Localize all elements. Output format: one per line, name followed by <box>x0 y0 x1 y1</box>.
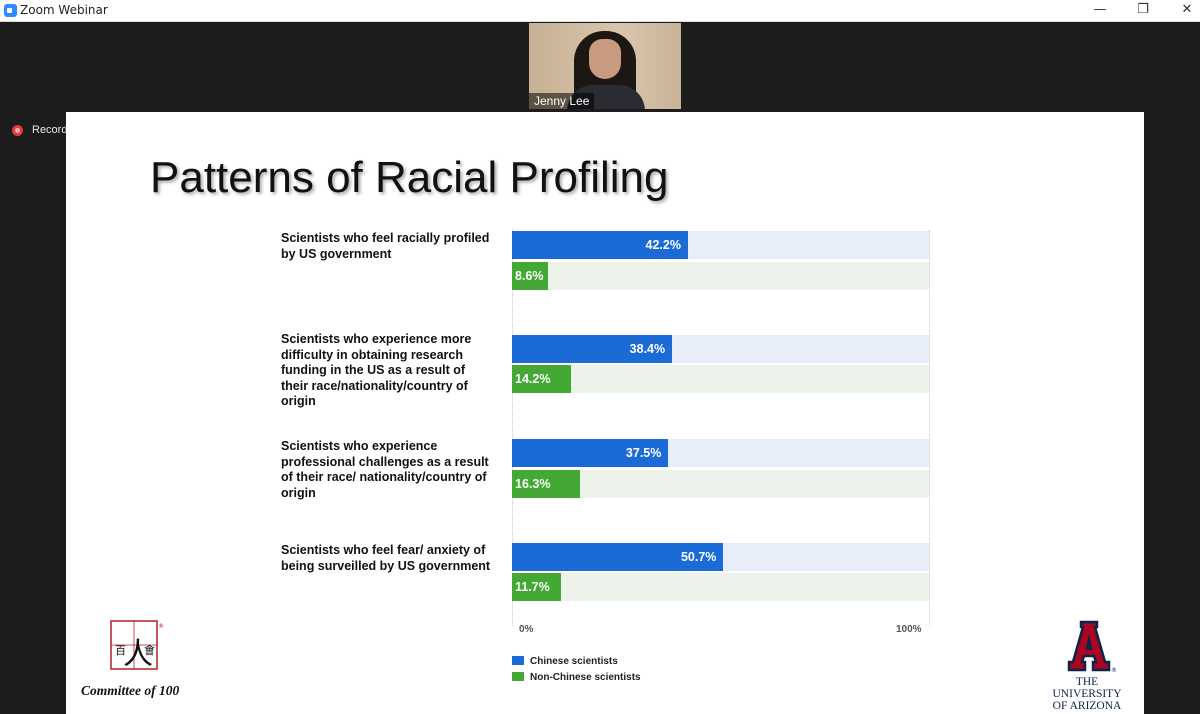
x-tick-label: 0% <box>519 624 534 635</box>
bar-value-label: 42.2% <box>645 238 681 252</box>
bar-value-label: 16.3% <box>515 477 551 491</box>
legend-swatch <box>512 672 524 681</box>
participant-name: Jenny Lee <box>529 93 595 109</box>
legend-nonchinese: Non-Chinese scientists <box>512 672 641 683</box>
bar-nonchinese-1: 8.6% <box>512 262 548 290</box>
row-label-1: Scientists who feel racially profiled by… <box>281 231 490 261</box>
legend-swatch <box>512 656 524 665</box>
committee-of-100-logo: 百 人 會 ® <box>110 620 164 672</box>
bar-chinese-2: 38.4% <box>512 335 673 363</box>
bar-track: 42.2% <box>512 231 929 259</box>
bar-value-label: 38.4% <box>629 342 666 356</box>
bar-nonchinese-2: 14.2% <box>512 365 572 393</box>
logo-glyph-bai: 百 <box>115 644 126 657</box>
bar-track: 16.3% <box>512 470 929 498</box>
title-bar: Zoom Webinar — ❐ ✕ <box>0 0 1200 22</box>
restore-button[interactable]: ❐ <box>1137 2 1149 17</box>
row-label-2: Scientists who experience more difficult… <box>281 332 472 408</box>
row-label-3: Scientists who experience professional c… <box>281 439 489 500</box>
bar-chinese-1: 42.2% <box>512 231 688 259</box>
bar-nonchinese-4: 11.7% <box>512 573 561 601</box>
bar-value-label: 14.2% <box>515 372 551 386</box>
bar-track: 38.4% <box>512 335 929 363</box>
logo-glyph-ren: 人 <box>123 637 153 672</box>
recording-label: Record <box>32 124 68 136</box>
x-tick-label: 100% <box>896 624 922 635</box>
university-line-2: OF ARIZONA <box>1052 700 1122 712</box>
participant-face <box>589 39 621 79</box>
bar-chinese-4: 50.7% <box>512 543 724 571</box>
shared-slide: Patterns of Racial Profiling Scientists … <box>66 112 1144 714</box>
bar-track: 11.7% <box>512 573 929 601</box>
university-line-1: THE UNIVERSITY <box>1052 676 1122 700</box>
bar-value-label: 8.6% <box>515 269 544 283</box>
university-name: THE UNIVERSITY OF ARIZONA <box>1042 676 1132 712</box>
slide-title: Patterns of Racial Profiling <box>150 153 669 202</box>
bar-value-label: 37.5% <box>625 446 662 460</box>
registered-mark: ® <box>158 623 164 630</box>
legend-chinese: Chinese scientists <box>512 656 618 667</box>
bar-track: 8.6% <box>512 262 929 290</box>
committee-of-100-text: Committee of 100 <box>81 683 180 698</box>
university-of-arizona-logo: ® <box>1067 620 1117 674</box>
zoom-app-icon <box>4 4 17 17</box>
bar-track: 14.2% <box>512 365 929 393</box>
participant-video[interactable]: Jenny Lee <box>529 23 681 109</box>
legend-label: Chinese scientists <box>530 656 618 667</box>
registered-mark: ® <box>1111 667 1117 674</box>
bar-value-label: 11.7% <box>515 580 550 594</box>
axis-line-zero <box>512 230 513 626</box>
bar-value-label: 50.7% <box>680 550 717 564</box>
row-label-4: Scientists who feel fear/ anxiety of bei… <box>281 543 491 573</box>
bar-chinese-3: 37.5% <box>512 439 669 467</box>
minimize-button[interactable]: — <box>1093 2 1107 17</box>
bar-nonchinese-3: 16.3% <box>512 470 580 498</box>
record-icon <box>12 125 23 136</box>
bar-track: 37.5% <box>512 439 929 467</box>
window-title: Zoom Webinar <box>20 3 108 17</box>
close-button[interactable]: ✕ <box>1181 2 1193 17</box>
logo-glyph-hui: 會 <box>144 643 155 657</box>
axis-line-hundred <box>929 230 930 626</box>
bar-track: 50.7% <box>512 543 929 571</box>
legend-label: Non-Chinese scientists <box>530 672 641 683</box>
